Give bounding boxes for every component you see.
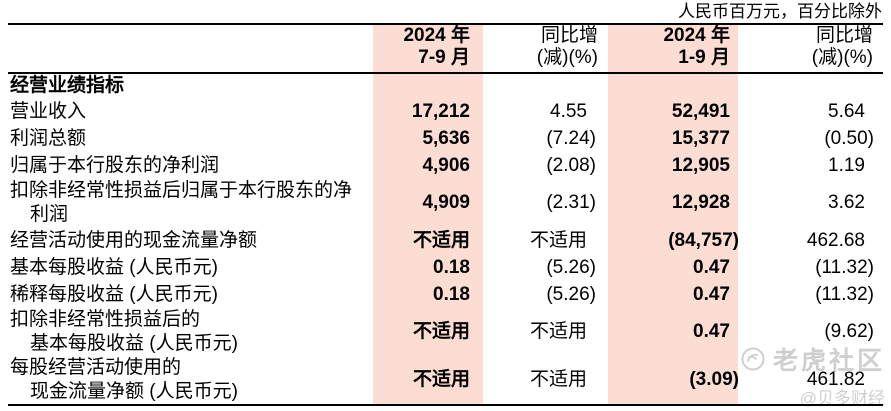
- value-cell: 0.47: [608, 281, 738, 308]
- value-cell: 4,909: [373, 179, 483, 227]
- value-cell: 12,905: [608, 152, 738, 179]
- value-cell: 12,928: [608, 179, 738, 227]
- value-cell: (7.24): [546, 127, 596, 149]
- value-cell: 4,906: [373, 152, 483, 179]
- table-row: 归属于本行股东的净利润 4,906 (2.08) 12,905 1.19: [8, 152, 883, 179]
- value-cell: 15,377: [608, 125, 738, 152]
- header-empty-cell: [8, 24, 373, 74]
- table-row: 基本每股收益 (人民币元) 0.18 (5.26) 0.47 (11.32): [8, 254, 883, 281]
- row-label: 每股经营活动使用的 现金流量净额 (人民币元): [10, 357, 238, 402]
- value-cell: (3.09): [608, 356, 739, 405]
- value-cell: 0.18: [373, 254, 483, 281]
- value-cell: 不适用: [529, 369, 587, 390]
- financial-table: 2024 年 7-9 月同比增 (减)(%) 2024 年 1-9 月同比增 (减…: [8, 23, 883, 406]
- table-row: 利润总额 5,636 (7.24) 15,377 (0.50): [8, 125, 883, 152]
- value-cell: 不适用: [373, 356, 483, 405]
- table-row: 经营活动使用的现金流量净额 不适用 不适用 (84,757) 462.68: [8, 227, 883, 254]
- value-cell: (2.08): [546, 154, 596, 176]
- row-label: 归属于本行股东的净利润: [10, 154, 220, 176]
- table-row: 扣除非经常性损益后的 基本每股收益 (人民币元) 不适用 不适用 0.47 (9.62): [8, 308, 883, 356]
- value-cell: (11.32): [815, 256, 874, 278]
- row-label: 经营活动使用的现金流量净额: [10, 229, 258, 251]
- value-cell: 5,636: [373, 125, 483, 152]
- column-header: 2024 年 7-9 月: [373, 24, 483, 74]
- header-row: 2024 年 7-9 月同比增 (减)(%) 2024 年 1-9 月同比增 (减…: [8, 24, 883, 74]
- column-header: 同比增 (减)(%): [738, 24, 883, 74]
- value-cell: 1.19: [828, 154, 865, 176]
- value-cell: 461.82: [806, 369, 865, 390]
- value-cell: (84,757): [608, 227, 739, 254]
- row-label: 扣除非经常性损益后归属于本行股东的净 利润: [10, 180, 353, 225]
- value-cell: 4.55: [550, 100, 587, 122]
- table-row: 每股经营活动使用的 现金流量净额 (人民币元) 不适用 不适用 (3.09) 461.8…: [8, 356, 883, 405]
- watermark-handle: @贝多财经: [799, 389, 885, 408]
- row-label: 稀释每股收益 (人民币元): [10, 283, 218, 305]
- watermark: 老虎社区 @贝多财经: [740, 341, 885, 409]
- table-body: 经营业绩指标 营业收入 17,212 4.55 52,491 5.64 利润总额 5,636…: [8, 73, 883, 405]
- value-cell: (11.32): [815, 283, 874, 305]
- value-cell: 0.18: [373, 281, 483, 308]
- value-cell: 不适用: [529, 321, 587, 342]
- section-title: 经营业绩指标: [10, 75, 125, 96]
- value-cell: 5.64: [828, 100, 865, 122]
- column-header: 2024 年 1-9 月: [608, 24, 738, 74]
- value-cell: (2.31): [546, 192, 596, 213]
- value-cell: (9.62): [824, 321, 874, 342]
- section-row: 经营业绩指标: [8, 73, 883, 98]
- value-cell: 不适用: [373, 308, 483, 356]
- value-cell: 52,491: [608, 98, 738, 125]
- value-cell: 17,212: [373, 98, 483, 125]
- value-cell: 0.47: [608, 254, 738, 281]
- value-cell: (5.26): [546, 256, 596, 278]
- row-label: 利润总额: [10, 127, 87, 149]
- value-cell: 不适用: [373, 227, 483, 254]
- units-note: 人民币百万元，百分比除外: [678, 2, 882, 21]
- table-row: 营业收入 17,212 4.55 52,491 5.64: [8, 98, 883, 125]
- column-header: 同比增 (减)(%): [483, 24, 608, 74]
- row-label: 扣除非经常性损益后的 基本每股收益 (人民币元): [10, 309, 238, 354]
- value-cell: 3.62: [828, 192, 865, 213]
- value-cell: 462.68: [806, 229, 865, 251]
- row-label: 营业收入: [10, 100, 87, 122]
- table-row: 稀释每股收益 (人民币元) 0.18 (5.26) 0.47 (11.32): [8, 281, 883, 308]
- value-cell: 不适用: [529, 229, 587, 251]
- row-label: 基本每股收益 (人民币元): [10, 256, 218, 278]
- value-cell: (0.50): [824, 127, 874, 149]
- tiger-logo-icon: [741, 347, 765, 371]
- value-cell: (5.26): [546, 283, 596, 305]
- value-cell: 0.47: [608, 308, 738, 356]
- table-row: 扣除非经常性损益后归属于本行股东的净 利润 4,909 (2.31) 12,928 3.…: [8, 179, 883, 227]
- watermark-brand: 老虎社区: [772, 347, 885, 375]
